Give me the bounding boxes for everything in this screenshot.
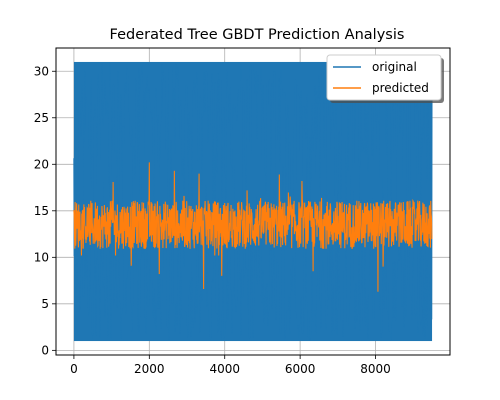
series-original-line [73, 62, 433, 341]
y-tick-label: 15 [34, 204, 49, 218]
legend: original predicted [326, 54, 444, 103]
x-tick-label: 6000 [285, 362, 316, 376]
y-tick-label: 20 [34, 157, 49, 171]
legend-predicted-label: predicted [372, 81, 429, 95]
x-axis: 0 2000 4000 6000 8000 [70, 355, 391, 376]
x-tick-label: 2000 [134, 362, 165, 376]
legend-original-label: original [372, 60, 417, 74]
series-layer [73, 61, 433, 342]
y-tick-label: 25 [34, 111, 49, 125]
x-tick-label: 0 [70, 362, 78, 376]
chart-title: Federated Tree GBDT Prediction Analysis [110, 27, 405, 43]
series-predicted-line [73, 162, 433, 292]
y-tick-label: 0 [41, 343, 49, 357]
y-axis: 0 5 10 15 20 25 30 [34, 64, 56, 357]
plot-frame [55, 47, 451, 356]
x-tick-label: 8000 [360, 362, 391, 376]
y-tick-label: 10 [34, 250, 49, 264]
y-tick-label: 30 [34, 64, 49, 78]
x-tick-label: 4000 [209, 362, 240, 376]
y-tick-label: 5 [41, 297, 49, 311]
